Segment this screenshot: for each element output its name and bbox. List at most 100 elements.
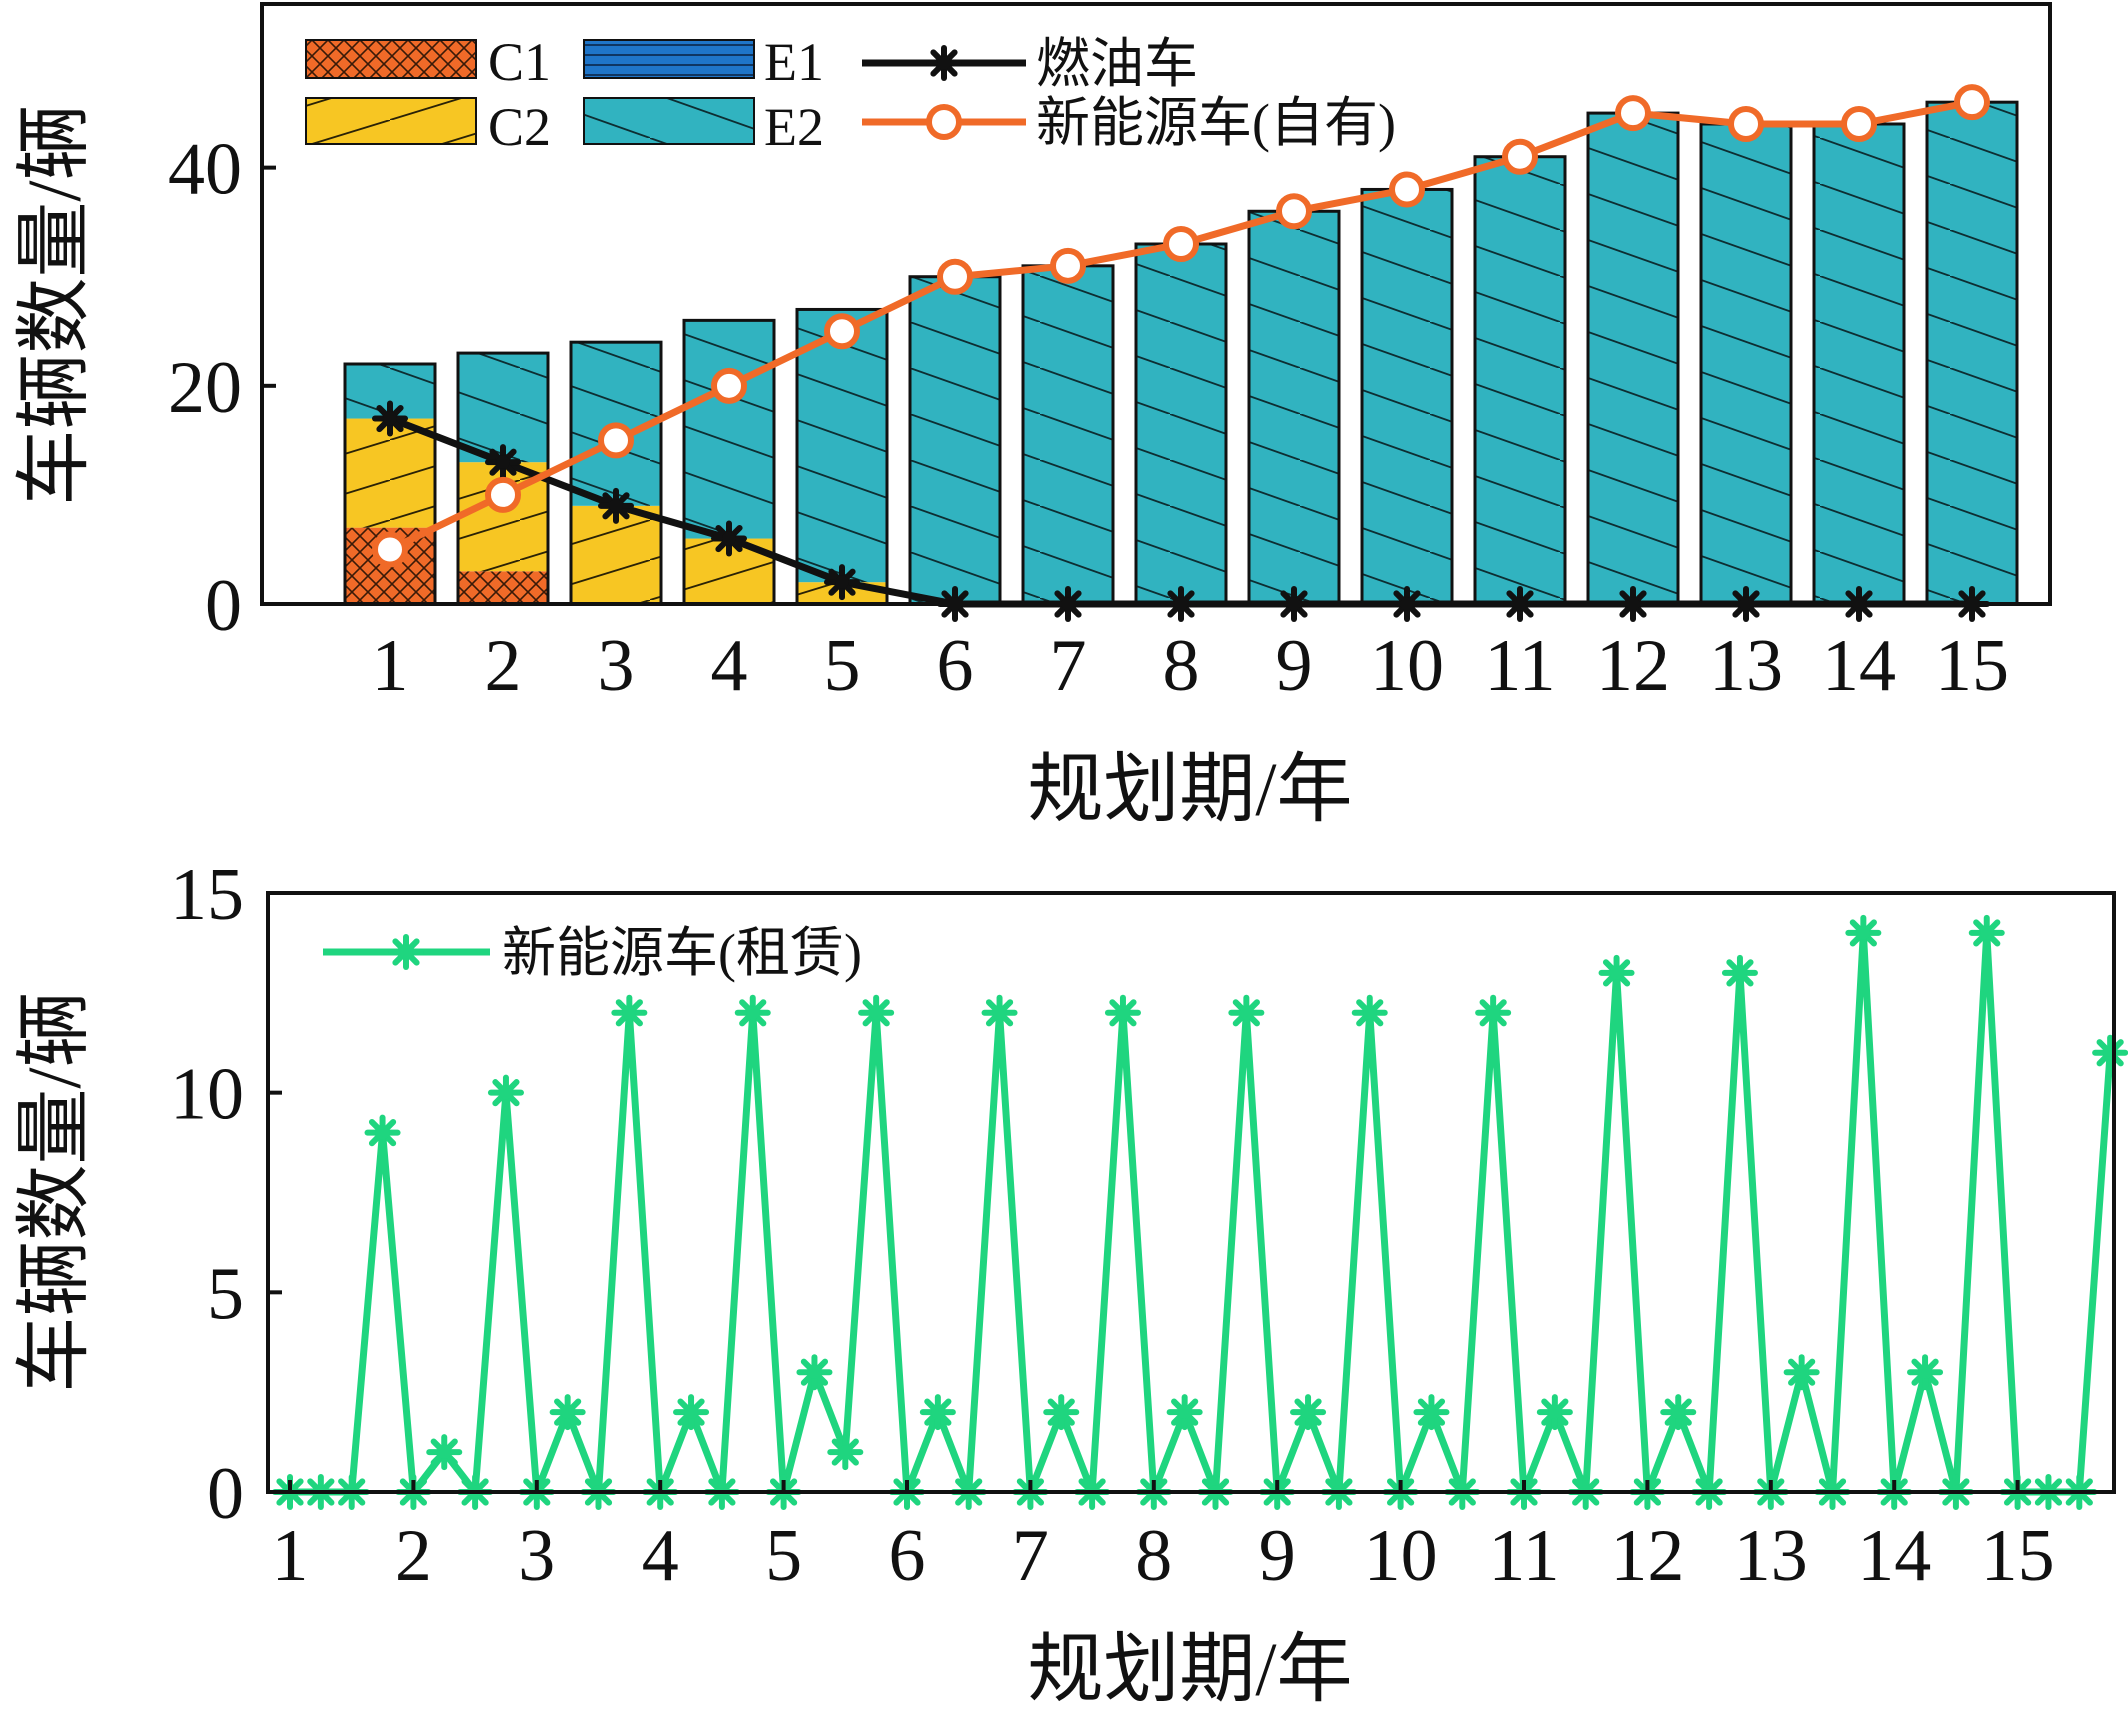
point-nev-leased-41 <box>1536 1394 1573 1431</box>
point-nev-leased-47 <box>1721 954 1758 991</box>
x-tick-label-9: 9 <box>1259 1515 1296 1597</box>
x-tick-label-7: 7 <box>1050 625 1087 707</box>
point-nev-leased-59 <box>2092 1034 2128 1071</box>
x-tick-label-13: 13 <box>1709 625 1783 707</box>
x-tick-label-4: 4 <box>711 625 748 707</box>
y-tick-label-0: 0 <box>205 565 242 647</box>
point-nev-leased-31 <box>1228 994 1265 1031</box>
point-nev-leased-35 <box>1351 994 1388 1031</box>
bar-e2-15 <box>1927 102 2017 604</box>
point-nev-leased-53 <box>1907 1354 1944 1391</box>
point-nev-leased-37 <box>1413 1394 1450 1431</box>
legend-label-fuel: 燃油车 <box>1036 34 1198 94</box>
x-tick-label-6: 6 <box>937 625 974 707</box>
point-nev-owned-7 <box>1050 247 1086 284</box>
bar-e2-5 <box>797 309 887 583</box>
x-tick-label-3: 3 <box>598 625 635 707</box>
plot-frame <box>260 2 2052 606</box>
y-axis-ticks: 0 5 10 15 <box>170 854 282 1535</box>
x-tick-label-12: 12 <box>1610 1515 1684 1597</box>
x-tick-label-2: 2 <box>395 1515 432 1597</box>
x-tick-label-5: 5 <box>765 1515 802 1597</box>
x-tick-label-10: 10 <box>1364 1515 1438 1597</box>
bar-e2-9 <box>1249 211 1339 605</box>
point-nev-leased-33 <box>1290 1394 1327 1431</box>
point-nev-owned-5 <box>824 313 860 350</box>
point-nev-leased-29 <box>1166 1394 1203 1431</box>
bar-e2-12 <box>1588 113 1678 604</box>
y-axis-title: 车辆数量/辆 <box>13 991 97 1392</box>
legend-label-c2: C2 <box>488 97 551 157</box>
point-nev-leased-25 <box>1043 1394 1080 1431</box>
x-tick-label-15: 15 <box>1981 1515 2055 1597</box>
point-nev-leased-9 <box>549 1394 586 1431</box>
legend-asterisk-fuel <box>926 45 962 81</box>
bar-e2-8 <box>1136 244 1226 604</box>
point-nev-owned-8 <box>1163 226 1199 262</box>
y-tick-label-40: 40 <box>168 129 242 211</box>
bar-e2-2 <box>458 353 548 463</box>
bar-c2-1 <box>345 418 435 528</box>
point-fuel-5 <box>824 564 860 601</box>
point-nev-leased-19 <box>858 994 895 1031</box>
point-nev-owned-6 <box>937 258 973 295</box>
legend-marker-nev-leased <box>388 934 424 970</box>
point-nev-leased-18 <box>827 1434 864 1471</box>
point-nev-leased-17 <box>796 1354 833 1391</box>
point-nev-owned-10 <box>1389 171 1425 208</box>
y-axis-title: 车辆数量/辆 <box>13 104 97 505</box>
x-tick-label-12: 12 <box>1596 625 1670 707</box>
x-tick-label-11: 11 <box>1488 1515 1559 1597</box>
point-nev-leased-11 <box>611 994 648 1031</box>
x-tick-label-1: 1 <box>272 1515 309 1597</box>
line-series <box>272 914 2128 1510</box>
legend-label-e2: E2 <box>764 97 824 157</box>
legend-asterisk-nev-leased <box>388 934 424 970</box>
point-nev-leased-13 <box>673 1394 710 1431</box>
x-tick-label-7: 7 <box>1012 1515 1049 1597</box>
x-tick-label-11: 11 <box>1484 625 1555 707</box>
point-nev-leased-55 <box>1968 914 2005 951</box>
x-tick-label-8: 8 <box>1135 1515 1172 1597</box>
bar-e2-4 <box>684 320 774 539</box>
x-tick-label-1: 1 <box>372 625 409 707</box>
y-tick-label-0: 0 <box>207 1453 244 1535</box>
legend: 新能源车(租赁) <box>323 923 862 983</box>
legend-swatch-e1 <box>583 39 755 79</box>
legend-label-e1: E1 <box>764 32 824 92</box>
x-axis-title: 规划期/年 <box>1027 1628 1352 1711</box>
point-nev-leased-23 <box>981 994 1018 1031</box>
y-tick-label-20: 20 <box>168 347 242 429</box>
legend-label-nev-leased: 新能源车(租赁) <box>502 923 862 983</box>
y-axis-ticks: 0 20 40 <box>168 129 276 647</box>
y-tick-label-10: 10 <box>170 1054 244 1136</box>
x-tick-label-10: 10 <box>1370 625 1444 707</box>
bar-e2-10 <box>1362 189 1452 605</box>
x-tick-label-9: 9 <box>1276 625 1313 707</box>
legend-label-nev-owned: 新能源车(自有) <box>1036 93 1396 153</box>
point-fuel-1 <box>372 400 408 437</box>
point-nev-leased-21 <box>919 1394 956 1431</box>
x-tick-label-14: 14 <box>1857 1515 1931 1597</box>
point-fuel-4 <box>711 520 747 557</box>
point-nev-owned-12 <box>1615 95 1651 132</box>
point-nev-leased-45 <box>1660 1394 1697 1431</box>
point-nev-owned-11 <box>1502 138 1538 175</box>
point-fuel-3 <box>598 487 634 524</box>
point-nev-leased-5 <box>426 1434 463 1471</box>
x-tick-label-6: 6 <box>889 1515 926 1597</box>
bar-stacks <box>343 100 2019 606</box>
point-nev-owned-2 <box>485 476 521 513</box>
point-nev-owned-14 <box>1841 106 1877 142</box>
legend-swatch-c2 <box>305 97 477 145</box>
point-nev-leased-51 <box>1845 914 1882 951</box>
point-fuel-2 <box>485 444 521 481</box>
x-tick-label-8: 8 <box>1163 625 1200 707</box>
legend: C1 C2 E1 E2 燃油车 新能源车(自有) <box>305 32 1396 157</box>
x-axis-title: 规划期/年 <box>1027 748 1352 832</box>
x-tick-label-13: 13 <box>1734 1515 1808 1597</box>
legend-swatch-e2 <box>583 97 755 145</box>
